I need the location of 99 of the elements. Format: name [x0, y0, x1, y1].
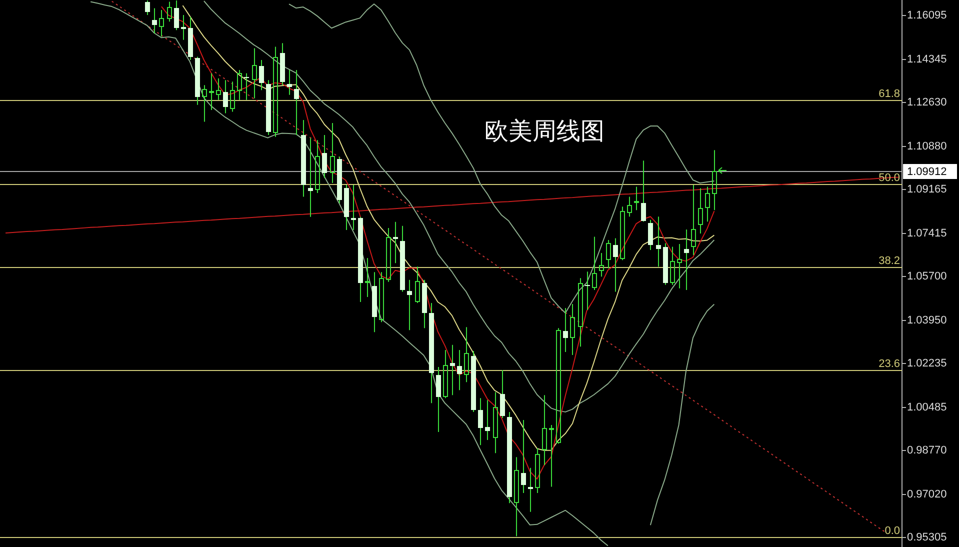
candlestick: [556, 328, 561, 443]
candlestick: [471, 350, 476, 412]
candlestick: [429, 302, 434, 404]
candlestick: [287, 70, 292, 96]
candlestick: [549, 424, 554, 488]
candlestick: [386, 227, 391, 282]
candlestick: [712, 150, 717, 211]
candlestick: [422, 279, 427, 329]
candlestick: [330, 122, 335, 184]
candlestick: [244, 72, 249, 100]
candlestick: [372, 272, 377, 333]
ref-line-label: 38.2: [878, 255, 900, 268]
candlestick: [698, 188, 703, 234]
candlestick: [620, 206, 625, 261]
candlestick: [592, 236, 597, 290]
candlestick: [542, 394, 547, 466]
candlestick: [237, 70, 242, 100]
candlestick: [464, 326, 469, 383]
candlestick: [294, 70, 299, 136]
candlestick: [535, 448, 540, 494]
candlestick: [443, 349, 448, 399]
y-tick-label: 0.98770: [907, 444, 947, 457]
candlestick: [301, 119, 306, 198]
ref-line-label: 0.0: [884, 525, 900, 538]
y-tick-label: 1.07415: [907, 228, 947, 240]
candlestick: [252, 48, 257, 99]
candlestick: [400, 225, 405, 292]
candlestick: [315, 140, 320, 194]
ref-line-label: 61.8: [878, 88, 900, 100]
candlestick: [216, 78, 221, 100]
candlestick: [627, 196, 632, 218]
candlestick: [195, 56, 200, 106]
y-tick-label: 1.05700: [907, 270, 947, 283]
candlestick: [578, 278, 583, 348]
candlestick: [691, 184, 696, 256]
candlestick: [351, 184, 356, 230]
candlestick: [280, 42, 285, 86]
y-tick-label: 1.16095: [907, 10, 947, 22]
candlestick: [266, 80, 271, 136]
candlestick: [599, 252, 604, 278]
candlestick: [493, 392, 498, 454]
candlestick: [521, 419, 526, 494]
candlestick: [223, 80, 228, 114]
candlestick: [613, 238, 618, 292]
candlestick: [393, 221, 398, 264]
candlestick: [436, 366, 441, 433]
candlestick: [259, 59, 264, 91]
candlestick: [365, 258, 370, 298]
candlestick: [457, 349, 462, 391]
candlestick: [145, 0, 150, 16]
ref-line-label: 23.6: [878, 358, 900, 370]
candlestick: [322, 134, 327, 178]
candlestick: [167, 1, 172, 22]
candlestick: [230, 81, 235, 112]
candlestick: [202, 84, 207, 122]
candlestick: [209, 72, 214, 110]
candlestick: [500, 370, 505, 418]
candlestick: [273, 46, 278, 138]
candlestick: [174, 0, 179, 31]
y-tick-label: 1.09165: [907, 184, 947, 196]
candlestick: [415, 266, 420, 304]
candlestick: [528, 467, 533, 512]
candlestick: [159, 10, 164, 38]
candlestick: [585, 271, 590, 311]
candlestick: [563, 308, 568, 352]
candlestick: [606, 239, 611, 269]
candlestick: [648, 219, 653, 251]
candlestick: [181, 14, 186, 40]
y-tick-label: 1.00485: [907, 402, 947, 414]
candlestick: [670, 246, 675, 286]
candlestick: [684, 228, 689, 290]
candlestick: [514, 456, 519, 537]
candlestick: [663, 242, 668, 286]
y-tick-label: 0.97020: [907, 488, 947, 501]
candlestick: [188, 16, 193, 60]
text: 欧美周线图: [484, 117, 605, 146]
candlestick: [337, 156, 342, 204]
y-tick-label: 1.12630: [907, 96, 947, 109]
candlestick: [705, 186, 710, 222]
y-tick-label: 1.14345: [907, 54, 947, 66]
candlestick: [450, 344, 455, 396]
candlestick: [570, 304, 575, 356]
y-tick-label: 1.02235: [907, 358, 947, 370]
candlestick: [478, 398, 483, 446]
y-tick-label: 0.95305: [907, 532, 947, 544]
candlestick: [358, 216, 363, 302]
candlestick: [634, 186, 639, 211]
candlestick: [677, 244, 682, 289]
y-tick-label: 1.03950: [907, 314, 947, 327]
candlestick: [308, 138, 313, 218]
candlestick: [379, 272, 384, 323]
candlestick: [656, 216, 661, 268]
candlestick: [407, 279, 412, 331]
candlestick: [152, 8, 157, 34]
candlestick: [344, 184, 349, 230]
y-tick-label: 1.10880: [907, 140, 947, 153]
candlestick: [507, 411, 512, 504]
ref-line-label: 1.09912: [907, 166, 947, 178]
candlestick: [485, 400, 490, 441]
